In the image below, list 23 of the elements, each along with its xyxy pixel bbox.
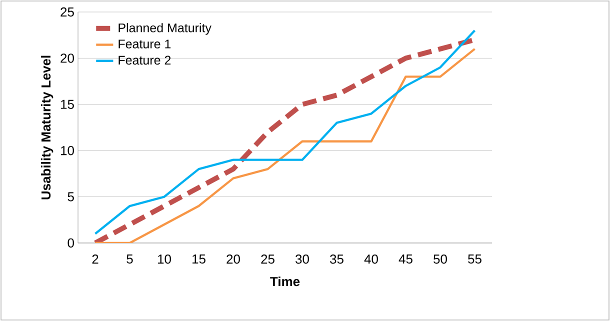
legend-label: Feature 2 <box>118 56 171 65</box>
x-tick-label: 40 <box>364 254 378 264</box>
x-axis-title: Time <box>270 276 300 286</box>
x-tick-label: 35 <box>330 254 344 264</box>
y-tick-label: 15 <box>61 100 74 109</box>
x-tick-label: 45 <box>398 254 412 264</box>
y-tick-label: 10 <box>61 146 74 156</box>
x-tick-label: 25 <box>261 254 274 264</box>
legend-label: Feature 1 <box>118 40 171 48</box>
x-tick-label: 20 <box>226 254 240 264</box>
x-tick-label: 50 <box>434 254 447 264</box>
legend-label: Planned Maturity <box>118 23 212 35</box>
x-tick-label: 15 <box>192 254 206 264</box>
x-tick-label: 30 <box>296 254 309 264</box>
y-axis-title: Usability Maturity Level <box>41 56 54 200</box>
y-tick-label: 5 <box>68 192 74 202</box>
y-tick-label: 25 <box>60 7 74 17</box>
x-tick-label: 10 <box>158 254 171 264</box>
y-tick-label: 0 <box>68 238 74 248</box>
x-tick-label: 55 <box>468 254 482 264</box>
x-tick-label: 5 <box>126 254 133 264</box>
x-tick-label: 2 <box>92 254 98 264</box>
y-tick-label: 20 <box>60 54 74 63</box>
